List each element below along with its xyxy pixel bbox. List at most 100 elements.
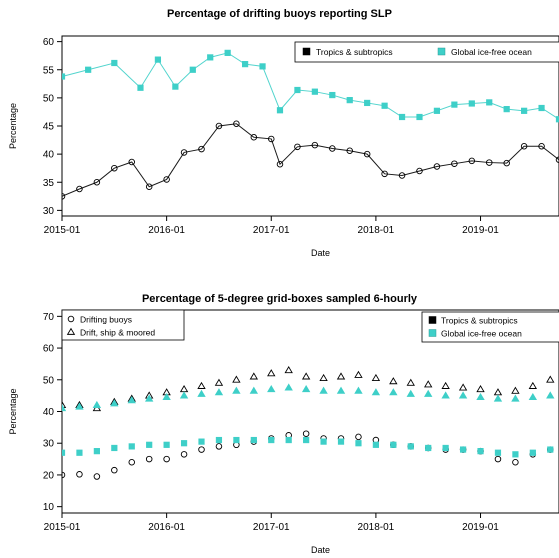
top-series-1-point bbox=[486, 99, 493, 106]
bottom-series-3-point bbox=[75, 402, 84, 410]
bottom-series-3-point bbox=[354, 386, 363, 394]
top-series-1-point bbox=[85, 66, 92, 73]
bottom-series-1-point bbox=[459, 446, 467, 453]
chart-title-bottom: Percentage of 5-degree grid-boxes sample… bbox=[141, 293, 418, 305]
bottom-series-3-point bbox=[546, 391, 555, 399]
bottom-series-3-point bbox=[371, 388, 381, 396]
bottom-series-1-point bbox=[146, 441, 153, 448]
top-series-1-point bbox=[62, 73, 66, 80]
bottom-series-1-point bbox=[111, 444, 118, 452]
bottom-series-2-point bbox=[458, 383, 468, 391]
top-series-0-point bbox=[520, 142, 528, 150]
top-ytick-label: 45 bbox=[43, 122, 55, 133]
chart-bottom-panel: Percentage of 5-degree grid-boxes sample… bbox=[0, 285, 559, 558]
bottom-series-2-point bbox=[301, 372, 311, 380]
bottom-series-1-point bbox=[494, 449, 502, 456]
top-series-0-point bbox=[198, 145, 205, 153]
top-series-1-line bbox=[62, 52, 559, 120]
bottom-ytick-label: 70 bbox=[43, 312, 55, 323]
top-series-0-point bbox=[215, 122, 223, 130]
top-ytick-label: 50 bbox=[43, 93, 55, 104]
top-series-0-point bbox=[163, 176, 170, 183]
bottom-series-3-point bbox=[145, 394, 154, 402]
bottom-series-2-point bbox=[319, 373, 328, 382]
top-series-1-point bbox=[294, 86, 301, 94]
bottom-series-0-point bbox=[111, 466, 118, 474]
bottom-series-1-point bbox=[198, 438, 205, 445]
top-series-1-point bbox=[503, 106, 510, 113]
bottom-series-0-point bbox=[76, 471, 83, 478]
top-legend-box bbox=[294, 41, 559, 63]
top-series-1-point bbox=[468, 100, 475, 107]
bottom-ytick-label: 60 bbox=[43, 344, 55, 355]
top-series-0-point bbox=[128, 158, 136, 166]
bottom-series-1-point bbox=[425, 444, 432, 452]
bottom-series-2-point bbox=[214, 378, 224, 386]
bottom-series-1-point bbox=[337, 438, 345, 445]
chart-top-panel: Percentage of drifting buoys reporting S… bbox=[0, 0, 559, 270]
bottom-ytick-label: 30 bbox=[43, 439, 55, 450]
bottom-markers-legend-symbol-0 bbox=[67, 315, 75, 323]
bottom-series-3-point bbox=[441, 391, 450, 399]
bottom-series-2-point bbox=[336, 372, 346, 380]
top-series-0-point bbox=[276, 160, 284, 168]
bottom-series-2-point bbox=[406, 378, 415, 386]
top-series-0-point bbox=[111, 164, 118, 172]
bottom-series-0-point bbox=[180, 451, 188, 458]
bottom-series-1-point bbox=[62, 449, 66, 456]
bottom-series-0-point bbox=[512, 458, 519, 466]
bottom-series-1-point bbox=[355, 440, 362, 447]
bottom-series-1-point bbox=[180, 440, 188, 447]
bottom-series-2-point bbox=[197, 381, 206, 389]
bottom-series-3-point bbox=[458, 391, 468, 399]
top-legend-label-0: Tropics & subtropics bbox=[316, 47, 393, 57]
bottom-series-3-point bbox=[197, 389, 206, 397]
top-series-0-point bbox=[62, 193, 66, 200]
bottom-series-0-point bbox=[302, 430, 310, 437]
bottom-series-2 bbox=[62, 365, 555, 412]
bottom-series-1-point bbox=[268, 436, 275, 444]
top-series-1-point bbox=[276, 107, 284, 114]
bottom-series-0-point bbox=[128, 458, 136, 466]
bottom-series-1-point bbox=[285, 436, 292, 444]
bottom-regions-legend-swatch-0 bbox=[428, 316, 437, 324]
bottom-regions-legend: Tropics & subtropics Global ice-free ocea… bbox=[421, 311, 559, 343]
bottom-series-3-point bbox=[110, 399, 119, 407]
bottom-series-3-point bbox=[127, 396, 136, 404]
bottom-series-1-point bbox=[320, 438, 327, 445]
top-series-0-point bbox=[268, 135, 275, 143]
bottom-series-3-point bbox=[267, 385, 276, 393]
bottom-series-3-point bbox=[406, 389, 415, 397]
top-series-0-point bbox=[381, 170, 388, 178]
top-xtick-label: 2019-01 bbox=[462, 225, 499, 236]
bottom-markers-legend-symbol-1 bbox=[66, 327, 76, 335]
top-series-1-point bbox=[154, 56, 162, 63]
bottom-ytick-label: 50 bbox=[43, 375, 55, 386]
bottom-series-1-point bbox=[233, 436, 240, 444]
bottom-series-3-point bbox=[284, 383, 293, 391]
bottom-markers-legend-box bbox=[61, 309, 185, 341]
top-series-0 bbox=[62, 120, 559, 200]
bottom-x-axis-label: Date bbox=[311, 545, 330, 555]
chart-bottom-plot: 10 20 30 40 50 60 70 2015-01 2016-01 2017-01 2018-… bbox=[8, 309, 559, 555]
bottom-series-3-point bbox=[62, 404, 67, 412]
top-series-1-point bbox=[538, 104, 545, 112]
top-legend-label-1: Global ice-free ocean bbox=[451, 47, 532, 57]
bottom-series-1-point bbox=[407, 443, 414, 450]
top-series-0-point bbox=[363, 150, 371, 158]
bottom-series-1-point bbox=[477, 448, 484, 455]
top-series-0-point bbox=[233, 120, 240, 127]
bottom-series-2-point bbox=[179, 385, 189, 393]
top-series-0-point bbox=[250, 133, 258, 141]
top-series-0-point bbox=[346, 147, 353, 154]
bottom-series-2-point bbox=[424, 380, 433, 388]
top-series-1-point bbox=[381, 102, 388, 109]
bottom-series-0-point bbox=[62, 471, 66, 479]
top-plot-area bbox=[62, 49, 559, 200]
chart-title-top: Percentage of drifting buoys reporting S… bbox=[167, 8, 392, 20]
bottom-series-1-point bbox=[76, 449, 83, 456]
top-series-0-point bbox=[538, 142, 545, 150]
top-series-1-point bbox=[172, 83, 179, 90]
bottom-regions-legend-swatch-1 bbox=[428, 329, 437, 337]
top-series-1-point bbox=[521, 107, 528, 114]
